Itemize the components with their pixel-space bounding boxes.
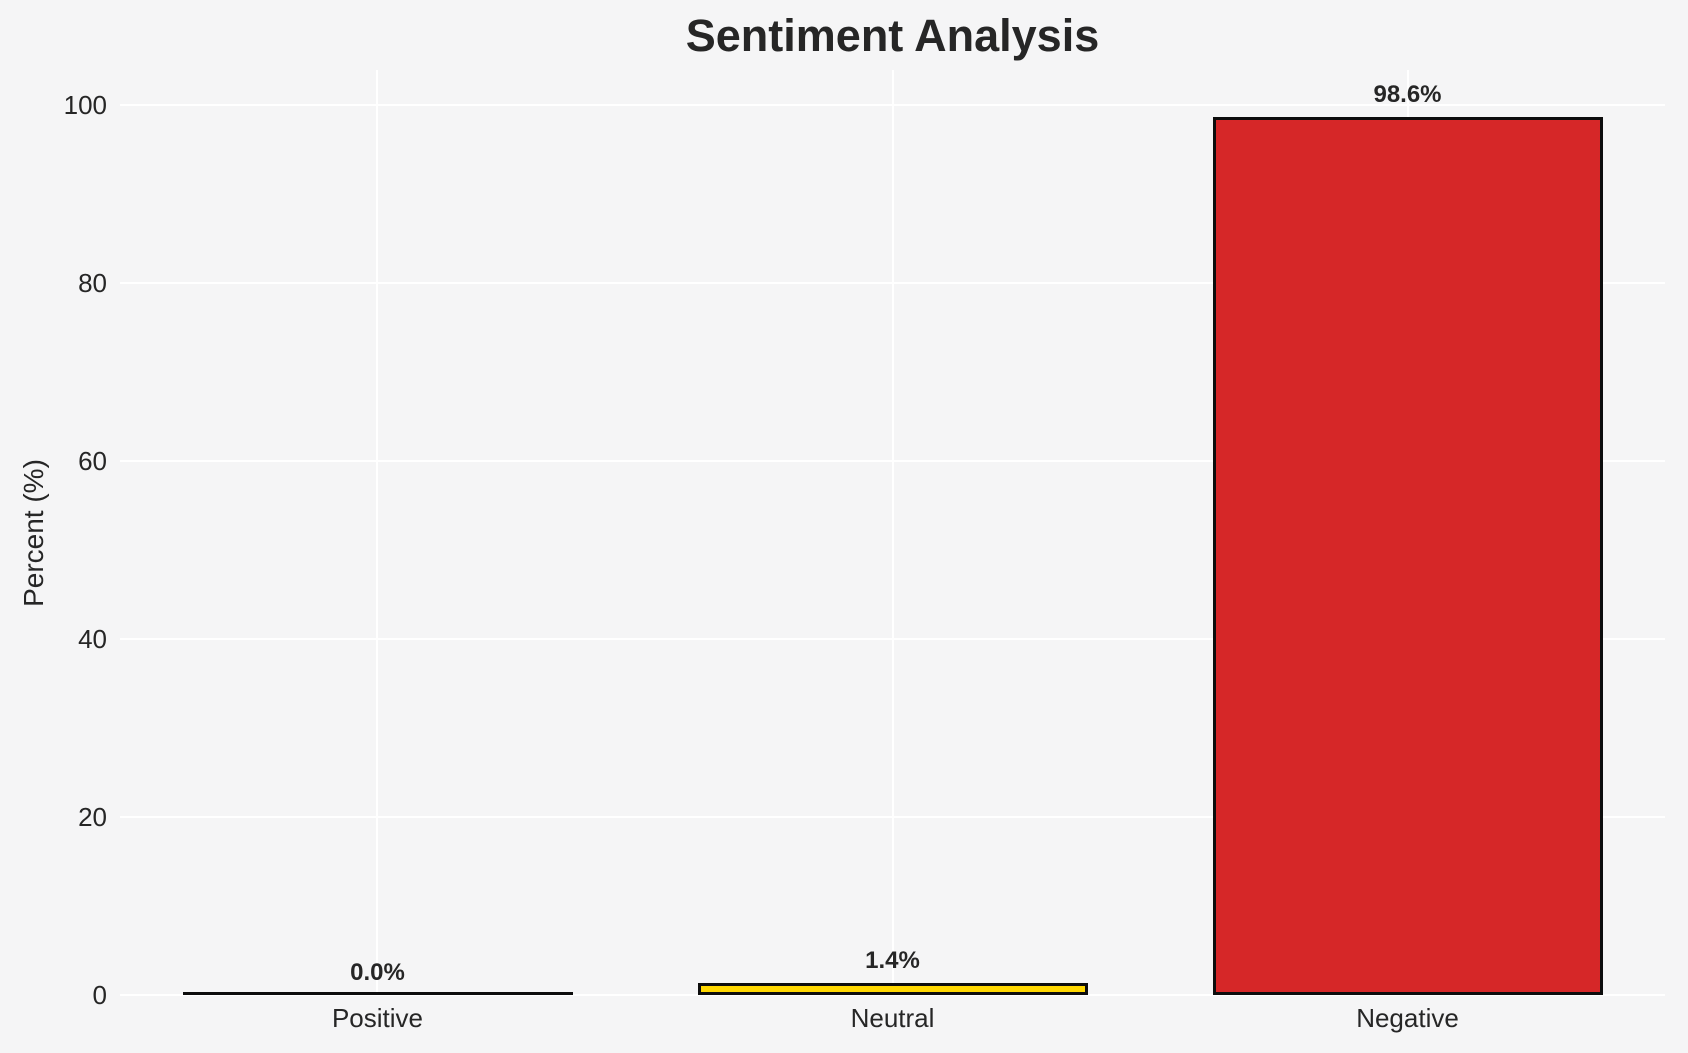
- bar-value-label-neutral: 1.4%: [865, 947, 920, 974]
- x-tick-negative: Negative: [1356, 1003, 1459, 1033]
- gridline-vertical: [376, 70, 379, 995]
- bar-slot-positive: 0.0%: [120, 70, 635, 995]
- bar-value-label-negative: 98.6%: [1373, 81, 1442, 108]
- bar-positive: [182, 992, 573, 995]
- y-tick-0: 0: [92, 980, 107, 1010]
- y-tick-100: 100: [63, 90, 107, 120]
- x-axis-ticks: Positive Neutral Negative: [120, 1003, 1665, 1034]
- bar-value-label-positive: 0.0%: [350, 959, 405, 986]
- y-tick-80: 80: [78, 268, 107, 298]
- y-tick-20: 20: [78, 802, 107, 832]
- bar-slot-neutral: 1.4%: [635, 70, 1150, 995]
- bar-slot-negative: 98.6%: [1150, 70, 1665, 995]
- chart-title: Sentiment Analysis: [685, 10, 1100, 61]
- x-tick-positive: Positive: [331, 1003, 424, 1033]
- plot-area: 0.0% 1.4% 98.6%: [120, 70, 1665, 996]
- gridline-horizontal: [120, 994, 1665, 996]
- bar-negative: [1212, 117, 1603, 995]
- gridline-vertical: [891, 70, 894, 995]
- y-axis-ticks: 0 20 40 60 80 100: [0, 70, 107, 1008]
- bars-layer: 0.0% 1.4% 98.6%: [120, 70, 1665, 995]
- y-tick-40: 40: [78, 624, 107, 654]
- x-tick-neutral: Neutral: [850, 1003, 935, 1033]
- bar-neutral: [697, 983, 1088, 995]
- y-tick-60: 60: [78, 446, 107, 476]
